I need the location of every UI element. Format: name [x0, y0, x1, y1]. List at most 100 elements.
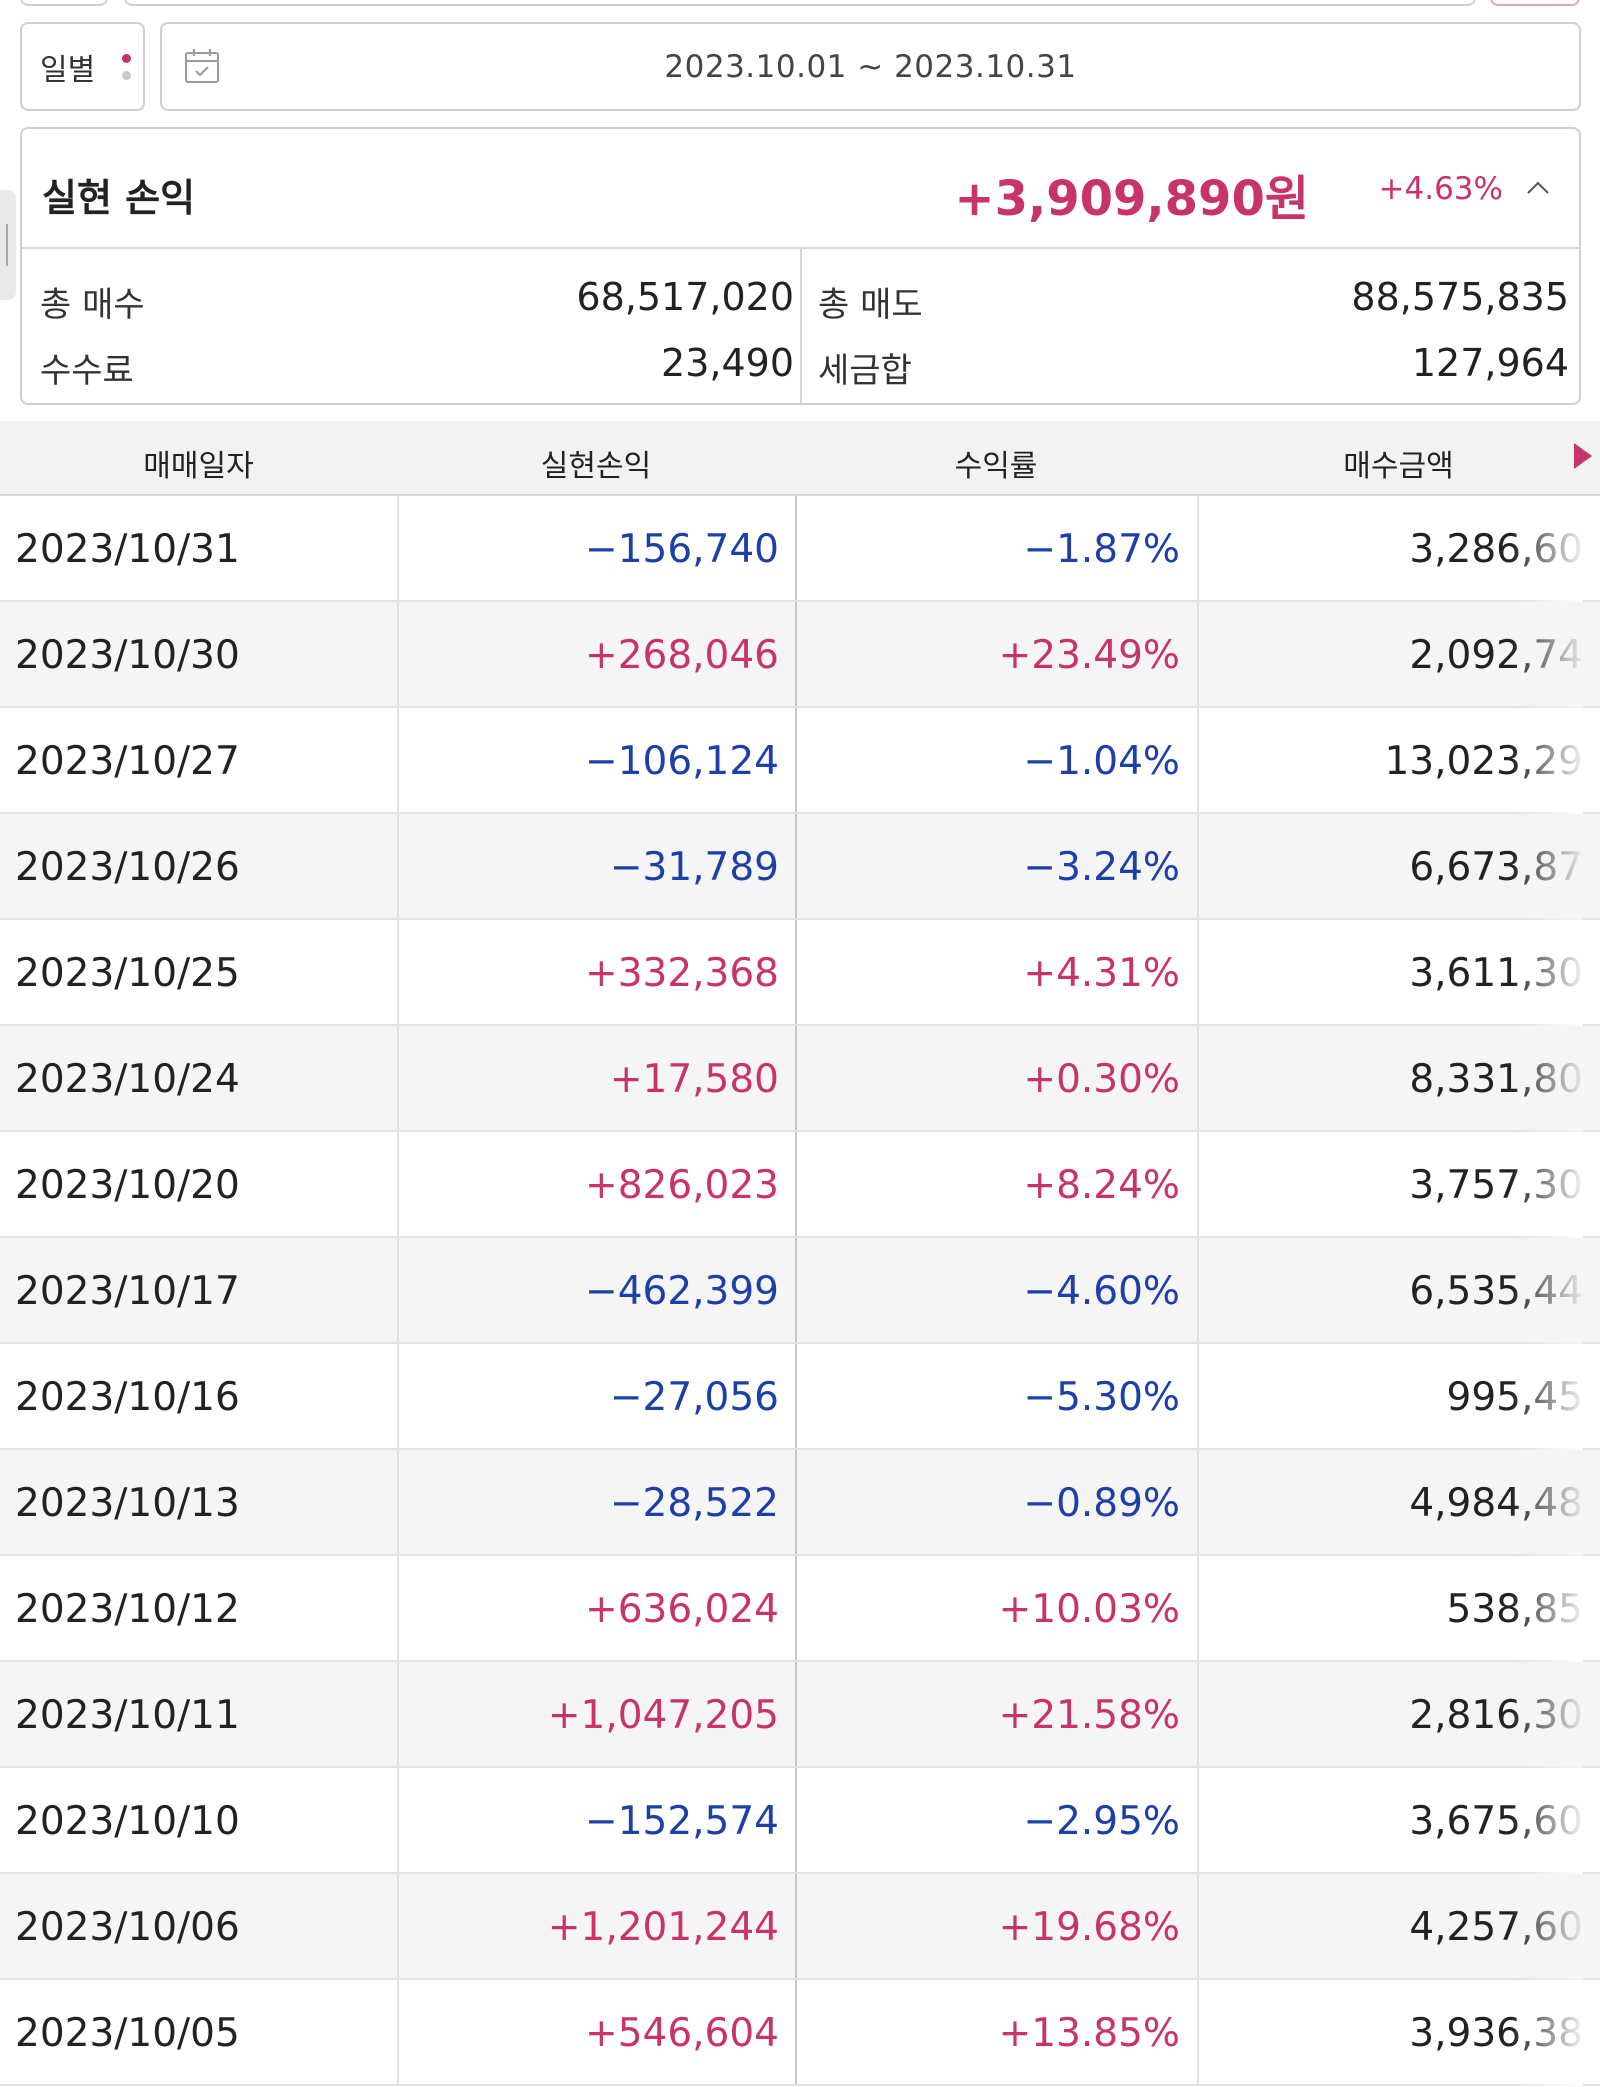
column-divider [795, 496, 797, 600]
column-divider [1197, 1132, 1199, 1236]
column-divider [397, 496, 399, 600]
tax-label: 세금합 [818, 351, 912, 391]
realized-pnl-cell: +268,046 [397, 602, 779, 708]
column-divider [397, 814, 399, 918]
top-control-search[interactable] [124, 0, 1476, 6]
table-row[interactable]: 2023/10/27 −106,124 −1.04% 13,023,29 [0, 708, 1600, 814]
return-rate-cell: −1.04% [795, 708, 1180, 814]
fee-value: 23,490 [661, 341, 794, 385]
trade-date-cell: 2023/10/27 [15, 708, 395, 814]
buy-amount-cell: 13,023,29 [1197, 708, 1583, 814]
column-divider [1197, 920, 1199, 1024]
column-divider [397, 1874, 399, 1978]
date-range-picker[interactable]: 2023.10.01 ~ 2023.10.31 [160, 22, 1581, 111]
trade-date-cell-text: 2023/10/31 [15, 526, 240, 572]
table-row[interactable]: 2023/10/16 −27,056 −5.30% 995,45 [0, 1344, 1600, 1450]
date-range-text: 2023.10.01 ~ 2023.10.31 [664, 48, 1077, 85]
realized-pnl-cell: +636,024 [397, 1556, 779, 1662]
trade-date-cell-text: 2023/10/24 [15, 1056, 240, 1102]
header-buy-amount[interactable]: 매수금액 [1343, 449, 1454, 484]
trade-date-cell-text: 2023/10/17 [15, 1268, 240, 1314]
return-rate-cell-text: −1.04% [1023, 738, 1180, 784]
return-rate-cell: +21.58% [795, 1662, 1180, 1768]
table-row[interactable]: 2023/10/25 +332,368 +4.31% 3,611,30 [0, 920, 1600, 1026]
column-divider [795, 1450, 797, 1554]
chevron-up-icon[interactable] [1523, 173, 1553, 203]
scroll-fade-overlay [1511, 1874, 1583, 1980]
table-row[interactable]: 2023/10/13 −28,522 −0.89% 4,984,48 [0, 1450, 1600, 1556]
buy-amount-cell: 538,85 [1197, 1556, 1583, 1662]
realized-pnl-cell-text: +1,201,244 [547, 1904, 779, 1950]
scroll-fade-overlay [1511, 1238, 1583, 1344]
triangle-right-icon[interactable] [1574, 443, 1592, 469]
calendar-icon [185, 49, 219, 83]
column-divider [795, 1874, 797, 1978]
realized-pnl-cell: +826,023 [397, 1132, 779, 1238]
top-control-left[interactable] [20, 0, 108, 6]
column-divider [795, 1980, 797, 2084]
buy-amount-cell: 6,535,44 [1197, 1238, 1583, 1344]
top-control-right-button[interactable] [1490, 0, 1580, 6]
return-rate-cell-text: +4.31% [1023, 950, 1180, 996]
summary-header[interactable]: 실현 손익 +3,909,890원 +4.63% [22, 129, 1579, 249]
trade-date-cell: 2023/10/24 [15, 1026, 395, 1132]
table-row[interactable]: 2023/10/11 +1,047,205 +21.58% 2,816,30 [0, 1662, 1600, 1768]
table-row[interactable]: 2023/10/24 +17,580 +0.30% 8,331,80 [0, 1026, 1600, 1132]
header-trade-date[interactable]: 매매일자 [143, 449, 254, 484]
table-row[interactable]: 2023/10/31 −156,740 −1.87% 3,286,60 [0, 496, 1600, 602]
total-sell-value: 88,575,835 [1351, 275, 1569, 319]
return-rate-cell-text: +21.58% [998, 1692, 1180, 1738]
trade-date-cell-text: 2023/10/30 [15, 632, 240, 678]
return-rate-cell-text: −1.87% [1023, 526, 1180, 572]
realized-pnl-cell: −462,399 [397, 1238, 779, 1344]
total-sell-label: 총 매도 [818, 285, 923, 325]
realized-pnl-cell-text: +332,368 [585, 950, 779, 996]
column-divider [397, 1556, 399, 1660]
header-realized-pnl[interactable]: 실현손익 [540, 449, 652, 484]
return-rate-cell: +19.68% [795, 1874, 1180, 1980]
table-row[interactable]: 2023/10/26 −31,789 −3.24% 6,673,87 [0, 814, 1600, 920]
table-row[interactable]: 2023/10/05 +546,604 +13.85% 3,936,38 [0, 1980, 1600, 2086]
realized-pnl-cell-text: +546,604 [585, 2010, 779, 2056]
realized-pnl-cell: −106,124 [397, 708, 779, 814]
return-rate-cell: +23.49% [795, 602, 1180, 708]
scroll-fade-overlay [1511, 496, 1583, 602]
scroll-fade-overlay [1511, 920, 1583, 1026]
more-dots-icon [122, 54, 132, 88]
trade-date-cell: 2023/10/31 [15, 496, 395, 602]
realized-pnl-cell: −31,789 [397, 814, 779, 920]
scroll-fade-overlay [1511, 1768, 1583, 1874]
realized-pnl-cell-text: +1,047,205 [547, 1692, 779, 1738]
column-divider [1197, 1344, 1199, 1448]
column-divider [397, 1132, 399, 1236]
realized-pnl-cell: −152,574 [397, 1768, 779, 1874]
table-row[interactable]: 2023/10/17 −462,399 −4.60% 6,535,44 [0, 1238, 1600, 1344]
table-row[interactable]: 2023/10/06 +1,201,244 +19.68% 4,257,60 [0, 1874, 1600, 1980]
realized-pnl-cell-text: −152,574 [585, 1798, 779, 1844]
table-row[interactable]: 2023/10/30 +268,046 +23.49% 2,092,74 [0, 602, 1600, 708]
scroll-fade-overlay [1511, 1662, 1583, 1768]
scroll-fade-overlay [1511, 1450, 1583, 1556]
scroll-fade-overlay [1511, 1132, 1583, 1238]
table-row[interactable]: 2023/10/10 −152,574 −2.95% 3,675,60 [0, 1768, 1600, 1874]
buy-amount-cell: 4,984,48 [1197, 1450, 1583, 1556]
return-rate-cell-text: +10.03% [998, 1586, 1180, 1632]
table-row[interactable]: 2023/10/20 +826,023 +8.24% 3,757,30 [0, 1132, 1600, 1238]
return-rate-cell: −5.30% [795, 1344, 1180, 1450]
return-rate-cell-text: +13.85% [998, 2010, 1180, 2056]
buy-amount-cell: 6,673,87 [1197, 814, 1583, 920]
realized-pnl-cell-text: +268,046 [585, 632, 779, 678]
trade-date-cell: 2023/10/16 [15, 1344, 395, 1450]
summary-amount: +3,909,890원 [954, 171, 1309, 227]
realized-pnl-cell: −27,056 [397, 1344, 779, 1450]
table-row[interactable]: 2023/10/12 +636,024 +10.03% 538,85 [0, 1556, 1600, 1662]
realized-pnl-summary: 실현 손익 +3,909,890원 +4.63% 총 매수 68,517,020… [20, 127, 1581, 405]
return-rate-cell-text: +8.24% [1023, 1162, 1180, 1208]
column-divider [795, 1238, 797, 1342]
period-select[interactable]: 일별 [20, 22, 145, 111]
period-select-label: 일별 [40, 52, 96, 88]
side-drawer-handle[interactable] [0, 190, 16, 300]
return-rate-cell: −3.24% [795, 814, 1180, 920]
header-return-rate[interactable]: 수익률 [954, 449, 1038, 484]
total-buy-label: 총 매수 [40, 285, 145, 325]
